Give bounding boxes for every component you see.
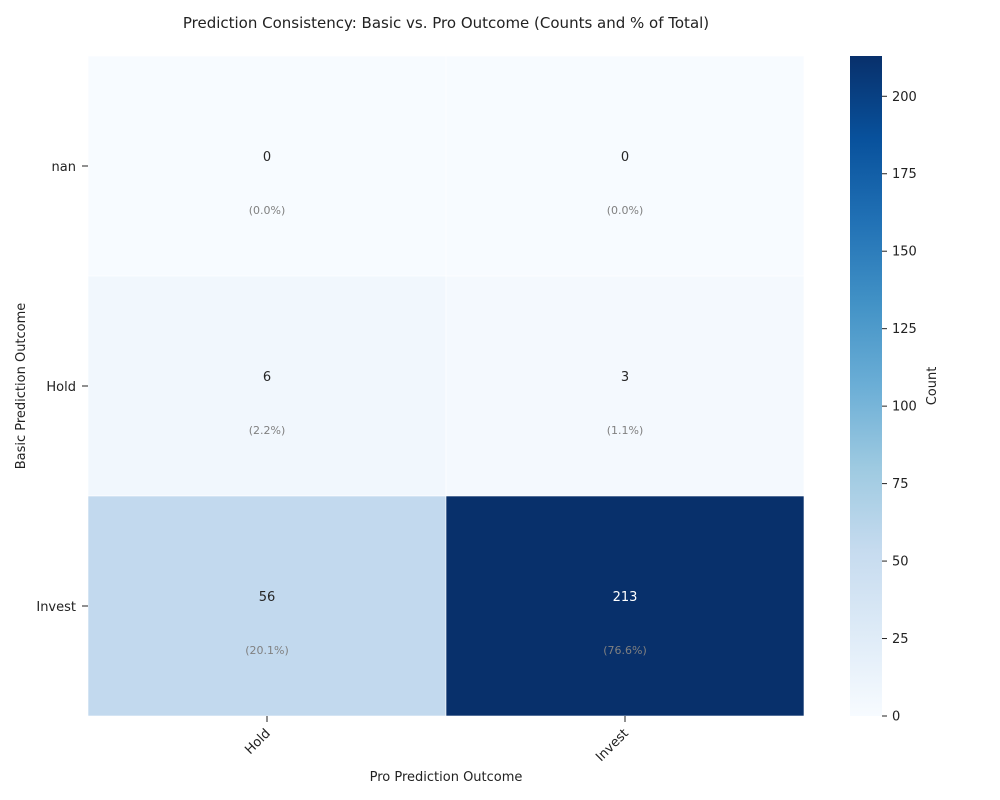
cell-percent-label: (76.6%)	[603, 644, 647, 657]
cell-percent-label: (0.0%)	[249, 204, 286, 217]
cell-count-label: 3	[621, 370, 629, 385]
heatmap-cell	[445, 275, 805, 497]
cell-count-label: 0	[263, 150, 271, 165]
cell-count-label: 213	[613, 590, 638, 605]
colorbar-tick-label: 100	[892, 400, 917, 415]
x-axis: Hold Invest	[242, 716, 632, 765]
colorbar-tick-label: 75	[892, 477, 909, 492]
heatmap-cell	[87, 495, 447, 717]
colorbar-ticks: 0 25 50 75 100 125 150 175 200	[882, 90, 917, 725]
cell-percent-label: (0.0%)	[607, 204, 644, 217]
heatmap-cell	[445, 495, 805, 717]
x-axis-label: Pro Prediction Outcome	[370, 770, 523, 785]
y-axis: nan Hold Invest	[36, 160, 88, 615]
x-tick-label: Invest	[593, 726, 632, 765]
y-axis-label: Basic Prediction Outcome	[14, 303, 29, 470]
colorbar-label: Count	[925, 367, 940, 406]
heatmap-cells: 0 (0.0%) 0 (0.0%) 6 (2.2%) 3 (1.1%) 56 (20.1%) 213…	[87, 55, 805, 717]
colorbar-tick-label: 0	[892, 710, 900, 725]
y-tick-label: Hold	[46, 380, 76, 395]
colorbar-gradient	[850, 56, 882, 716]
colorbar-tick-label: 150	[892, 245, 917, 260]
cell-percent-label: (2.2%)	[249, 424, 286, 437]
colorbar-tick-label: 50	[892, 555, 909, 570]
heatmap-cell	[445, 55, 805, 277]
colorbar-tick-label: 25	[892, 632, 909, 647]
colorbar-tick-label: 200	[892, 90, 917, 105]
cell-count-label: 0	[621, 150, 629, 165]
heatmap-cell	[87, 55, 447, 277]
y-tick-label: nan	[52, 160, 76, 175]
cell-count-label: 6	[263, 370, 271, 385]
x-tick-label: Hold	[242, 726, 274, 758]
colorbar-tick-label: 175	[892, 167, 917, 182]
cell-percent-label: (1.1%)	[607, 424, 644, 437]
heatmap-cell	[87, 275, 447, 497]
colorbar	[850, 56, 882, 716]
colorbar-tick-label: 125	[892, 322, 917, 337]
cell-percent-label: (20.1%)	[245, 644, 289, 657]
chart-title: Prediction Consistency: Basic vs. Pro Ou…	[183, 14, 709, 32]
y-tick-label: Invest	[36, 600, 76, 615]
cell-count-label: 56	[259, 590, 276, 605]
